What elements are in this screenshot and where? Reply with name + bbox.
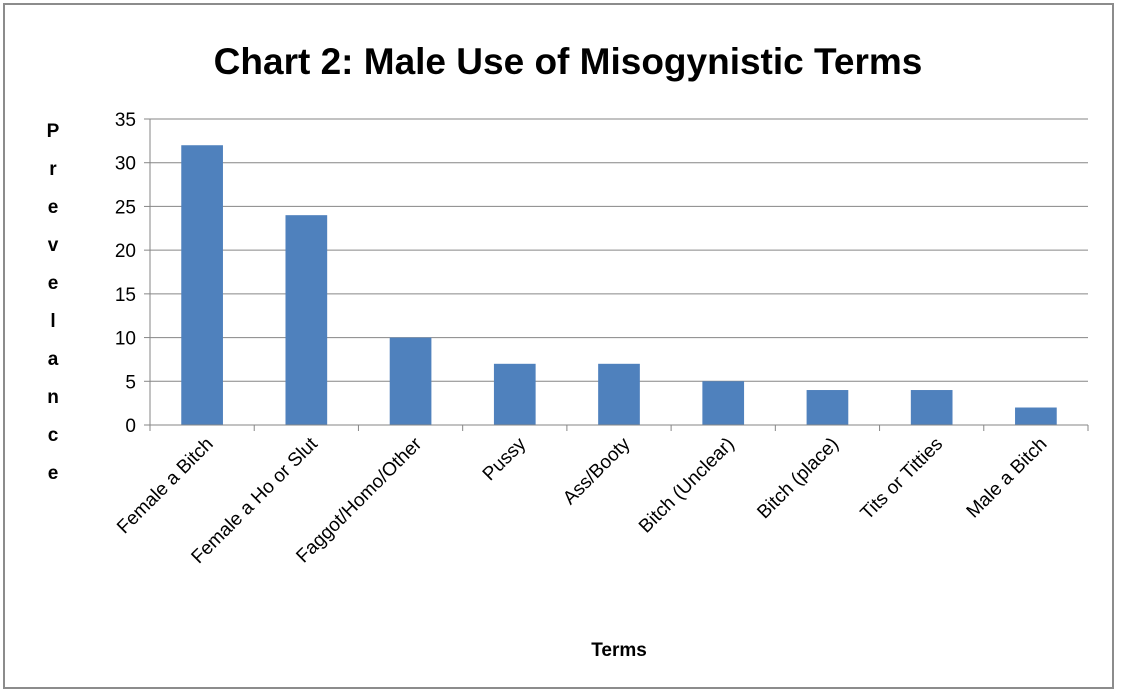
bars <box>181 145 1057 425</box>
y-tick-label: 10 <box>115 329 136 350</box>
x-axis-title: Terms <box>591 640 647 661</box>
bar <box>285 215 328 425</box>
y-axis-title-letter: e <box>48 273 59 294</box>
y-tick-label: 30 <box>115 154 136 175</box>
x-tick-label: Male a Bitch <box>963 434 1052 523</box>
x-tick-label: Bitch (place) <box>753 434 843 524</box>
x-tick-label: Pussy <box>479 433 531 485</box>
x-tick-label: Female a Bitch <box>113 434 217 538</box>
y-axis-title-letter: l <box>50 311 55 332</box>
x-tick-label: Tits or Titties <box>857 434 947 524</box>
y-axis-title-letter: P <box>47 121 60 142</box>
y-tick-label: 5 <box>125 372 136 393</box>
chart-title: Chart 2: Male Use of Misogynistic Terms <box>214 41 923 82</box>
bar <box>1015 407 1057 425</box>
y-tick-label: 15 <box>115 285 136 306</box>
bar <box>910 390 953 425</box>
y-axis-title-letter: n <box>47 387 59 408</box>
y-axis-title-letter: a <box>48 349 59 370</box>
bar <box>702 381 745 425</box>
bar <box>389 337 432 425</box>
x-tick-label: Ass/Booty <box>559 433 635 509</box>
bar <box>806 390 849 425</box>
y-axis-title-letter: r <box>49 159 57 180</box>
y-tick-labels: 0 5 10 15 20 25 30 35 <box>115 110 136 437</box>
y-axis-title-letter: v <box>48 235 59 256</box>
bar <box>598 363 640 425</box>
y-axis-title-letter: c <box>48 425 59 446</box>
bar <box>493 363 536 425</box>
y-axis-title-letter: e <box>48 197 59 218</box>
bar <box>181 145 223 425</box>
x-tick-label: Bitch (Unclear) <box>635 434 739 538</box>
y-tick-label: 35 <box>115 110 136 131</box>
y-tick-label: 25 <box>115 197 136 218</box>
y-tick-label: 0 <box>125 416 136 437</box>
y-axis-title-letter: e <box>48 463 59 484</box>
y-tick-label: 20 <box>115 241 136 262</box>
axes <box>144 118 1089 431</box>
